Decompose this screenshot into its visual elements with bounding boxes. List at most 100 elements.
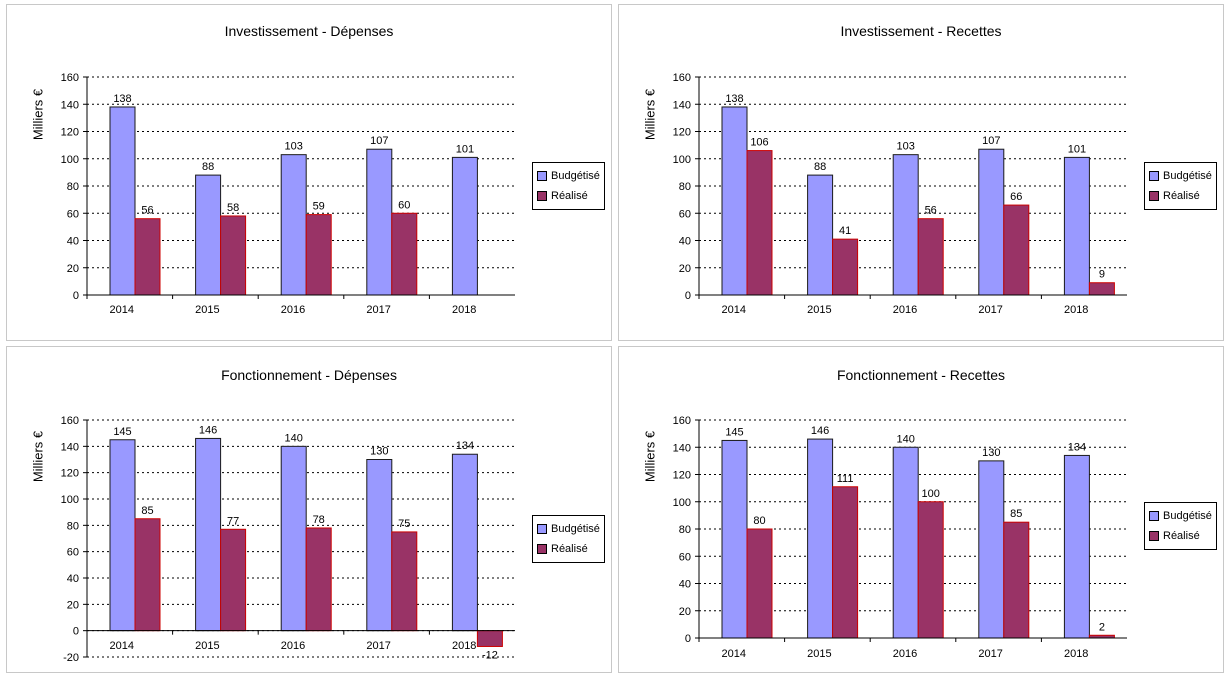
bar-budgetise xyxy=(366,148,393,296)
data-label: 80 xyxy=(753,515,765,527)
chart-svg: 0 20 40 60 80 100 120 140 160 138 56 2014 88 58 2015 10… xyxy=(61,72,515,316)
y-tick-label: 80 xyxy=(679,181,691,193)
data-label: 56 xyxy=(141,205,153,217)
bar-budgetise xyxy=(1063,454,1090,639)
chart-title: Fonctionnement - Dépenses xyxy=(221,367,397,383)
legend-label: Budgétisé xyxy=(551,523,600,535)
bar-realise xyxy=(832,486,859,639)
data-label: 130 xyxy=(982,447,1000,459)
y-tick-label: 20 xyxy=(679,606,691,618)
bar-budgetise xyxy=(721,106,748,296)
legend-label: Budgétisé xyxy=(551,170,600,182)
data-label: 146 xyxy=(199,424,217,436)
bar-budgetise xyxy=(451,156,478,296)
bar-realise xyxy=(1088,282,1115,296)
x-tick-label: 2016 xyxy=(281,640,305,652)
y-tick-label: 120 xyxy=(673,127,691,139)
bar-budgetise xyxy=(1063,156,1090,296)
legend-swatch-budgetise xyxy=(537,171,547,181)
bar-realise xyxy=(476,630,503,647)
y-tick-label: 160 xyxy=(673,72,691,84)
bar-realise xyxy=(134,518,161,632)
data-label: 9 xyxy=(1099,269,1105,281)
data-label: 2 xyxy=(1099,621,1105,633)
y-tick-label: 140 xyxy=(61,441,79,453)
y-tick-label: 80 xyxy=(67,181,79,193)
chart-legend: Budgétisé Réalisé xyxy=(532,162,605,210)
data-label: 78 xyxy=(313,514,325,526)
legend-item-realise: Réalisé xyxy=(1149,186,1212,206)
bar-budgetise xyxy=(807,174,834,296)
y-tick-label: 120 xyxy=(61,468,79,480)
legend-label: Budgétisé xyxy=(1163,510,1212,522)
y-tick-label: 40 xyxy=(67,573,79,585)
bar-budgetise xyxy=(109,106,136,296)
legend-item-budgetise: Budgétisé xyxy=(1149,166,1212,186)
bar-realise xyxy=(746,150,773,296)
bar-budgetise xyxy=(280,154,307,296)
bar-realise xyxy=(220,215,247,296)
x-tick-label: 2016 xyxy=(893,304,917,316)
legend-swatch-realise xyxy=(1149,531,1159,541)
legend-swatch-budgetise xyxy=(1149,511,1159,521)
y-tick-label: 20 xyxy=(679,263,691,275)
data-label: 140 xyxy=(285,432,303,444)
data-label: 134 xyxy=(456,440,474,452)
data-label: 101 xyxy=(456,143,474,155)
data-label: 88 xyxy=(814,161,826,173)
x-tick-label: 2015 xyxy=(195,640,219,652)
x-tick-label: 2015 xyxy=(807,304,831,316)
bar-realise xyxy=(220,528,247,632)
x-tick-label: 2014 xyxy=(110,304,134,316)
legend-item-budgetise: Budgétisé xyxy=(537,166,600,186)
bar-realise xyxy=(305,527,332,632)
x-tick-label: 2018 xyxy=(452,304,476,316)
bar-realise xyxy=(917,501,944,639)
legend-label: Réalisé xyxy=(1163,190,1200,202)
x-tick-label: 2015 xyxy=(807,648,831,660)
bar-realise xyxy=(746,528,773,639)
y-tick-label: 160 xyxy=(673,415,691,427)
data-label: 138 xyxy=(113,93,131,105)
data-label: 111 xyxy=(837,473,854,485)
bar-realise xyxy=(832,238,859,296)
bar-budgetise xyxy=(978,460,1005,639)
data-label: 134 xyxy=(1068,441,1086,453)
legend-label: Réalisé xyxy=(551,543,588,555)
bar-budgetise xyxy=(451,453,478,632)
data-label: 145 xyxy=(113,426,131,438)
y-tick-label: 120 xyxy=(61,127,79,139)
y-tick-label: 60 xyxy=(679,208,691,220)
chart-svg: 0 20 40 60 80 100 120 140 160 145 80 2014 146 111 2015… xyxy=(673,415,1127,660)
y-tick-label: 120 xyxy=(673,470,691,482)
data-label: 107 xyxy=(370,135,388,147)
data-label: 106 xyxy=(750,137,768,149)
data-label: 100 xyxy=(922,488,940,500)
y-tick-label: 140 xyxy=(61,99,79,111)
data-label: 41 xyxy=(839,225,851,237)
x-tick-label: 2018 xyxy=(452,640,476,652)
legend-item-realise: Réalisé xyxy=(537,539,600,559)
data-label: 138 xyxy=(725,93,743,105)
legend-swatch-budgetise xyxy=(537,524,547,534)
x-tick-label: 2017 xyxy=(366,304,390,316)
x-tick-label: 2014 xyxy=(722,304,746,316)
y-tick-label: 0 xyxy=(73,290,79,302)
bar-budgetise xyxy=(280,445,307,632)
bar-realise xyxy=(917,218,944,296)
x-tick-label: 2017 xyxy=(978,304,1002,316)
x-tick-label: 2016 xyxy=(893,648,917,660)
x-tick-label: 2018 xyxy=(1064,648,1088,660)
data-label: 56 xyxy=(925,205,937,217)
y-tick-label: 40 xyxy=(679,236,691,248)
bar-budgetise xyxy=(892,154,919,296)
legend-item-budgetise: Budgétisé xyxy=(537,519,600,539)
y-tick-label: 140 xyxy=(673,99,691,111)
bar-realise xyxy=(391,531,418,632)
chart-legend: Budgétisé Réalisé xyxy=(532,515,605,563)
legend-swatch-realise xyxy=(537,191,547,201)
data-label: 140 xyxy=(897,433,915,445)
legend-label: Réalisé xyxy=(1163,530,1200,542)
data-label: 66 xyxy=(1010,191,1022,203)
